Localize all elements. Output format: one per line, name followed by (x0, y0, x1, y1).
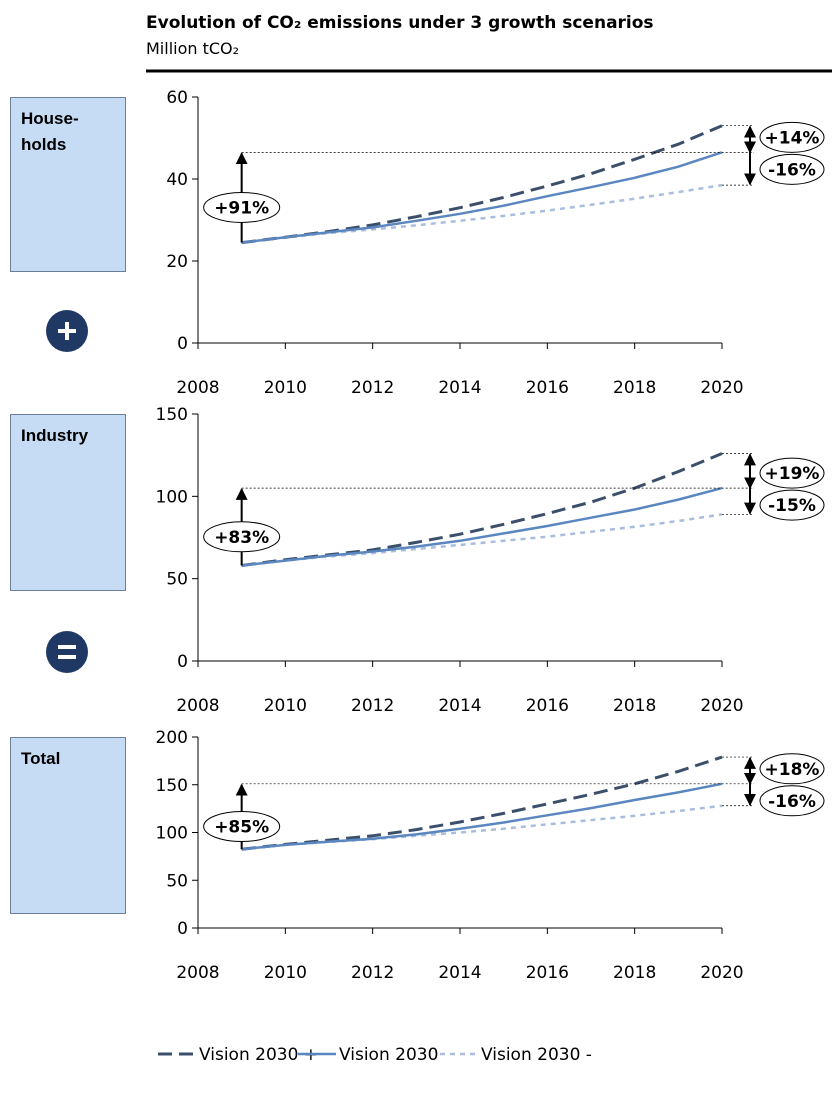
annotation-label: +91% (214, 198, 269, 218)
y-tick-label: 100 (156, 824, 188, 844)
series-line (241, 782, 723, 851)
equals-symbol (46, 631, 88, 673)
x-tick-label: 2012 (351, 963, 394, 983)
y-tick-label: 0 (177, 652, 188, 672)
series-line (241, 486, 723, 567)
annotation-bubble (759, 457, 825, 489)
series-line (241, 151, 723, 244)
annotation-label: -16% (768, 160, 816, 180)
y-tick-label: 20 (166, 252, 188, 272)
y-tick-label: 150 (156, 405, 188, 425)
x-tick-label: 2008 (176, 378, 219, 398)
x-tick-label: 2012 (351, 378, 394, 398)
x-tick-label: 2016 (526, 378, 569, 398)
y-tick-label: 50 (166, 871, 188, 891)
annotation-bubble (203, 191, 281, 223)
x-tick-label: 2018 (613, 696, 656, 716)
y-tick-label: 150 (156, 776, 188, 796)
annotation-bubble (203, 521, 281, 553)
panel-label: House- holds (10, 97, 126, 272)
chart-title: Evolution of CO₂ emissions under 3 growt… (146, 13, 654, 33)
annotation-bubble (759, 753, 825, 785)
chart-subtitle: Million tCO₂ (146, 39, 239, 58)
x-tick-label: 2014 (438, 696, 481, 716)
x-tick-label: 2020 (700, 696, 743, 716)
x-tick-label: 2008 (176, 696, 219, 716)
annotation-bubble (759, 489, 825, 521)
x-tick-label: 2010 (264, 378, 307, 398)
y-tick-label: 0 (177, 919, 188, 939)
annotation-label: -15% (768, 496, 816, 516)
x-tick-label: 2010 (264, 963, 307, 983)
x-tick-label: 2016 (526, 963, 569, 983)
x-tick-label: 2014 (438, 963, 481, 983)
y-tick-label: 50 (166, 570, 188, 590)
annotation-label: +14% (765, 128, 820, 148)
series-line (241, 755, 723, 851)
y-tick-label: 0 (177, 334, 188, 354)
y-tick-label: 100 (156, 487, 188, 507)
x-tick-label: 2016 (526, 696, 569, 716)
annotation-label: +83% (214, 528, 269, 548)
x-tick-label: 2010 (264, 696, 307, 716)
y-tick-label: 40 (166, 170, 188, 190)
annotation-bubble (759, 153, 825, 185)
x-tick-label: 2018 (613, 378, 656, 398)
equals-sign (58, 645, 76, 659)
x-tick-label: 2014 (438, 378, 481, 398)
annotation-bubble (203, 811, 281, 843)
annotation-label: +85% (214, 818, 269, 838)
annotation-bubble (759, 121, 825, 153)
y-tick-label: 60 (166, 88, 188, 108)
panel-label: Total (10, 737, 126, 914)
legend-label: Vision 2030 + (199, 1045, 318, 1065)
x-tick-label: 2020 (700, 963, 743, 983)
annotation-bubble (759, 785, 825, 817)
plus-sign (58, 322, 76, 340)
series-line (241, 452, 723, 567)
panel-label: Industry (10, 414, 126, 591)
annotation-label: +19% (765, 464, 820, 484)
legend-label: Vision 2030 - (481, 1045, 592, 1065)
series-line (241, 124, 723, 245)
annotation-label: -16% (768, 792, 816, 812)
y-tick-label: 200 (156, 728, 188, 748)
x-tick-label: 2020 (700, 378, 743, 398)
x-tick-label: 2012 (351, 696, 394, 716)
x-tick-label: 2018 (613, 963, 656, 983)
legend-label: Vision 2030 (339, 1045, 438, 1065)
x-tick-label: 2008 (176, 963, 219, 983)
annotation-label: +18% (765, 760, 820, 780)
